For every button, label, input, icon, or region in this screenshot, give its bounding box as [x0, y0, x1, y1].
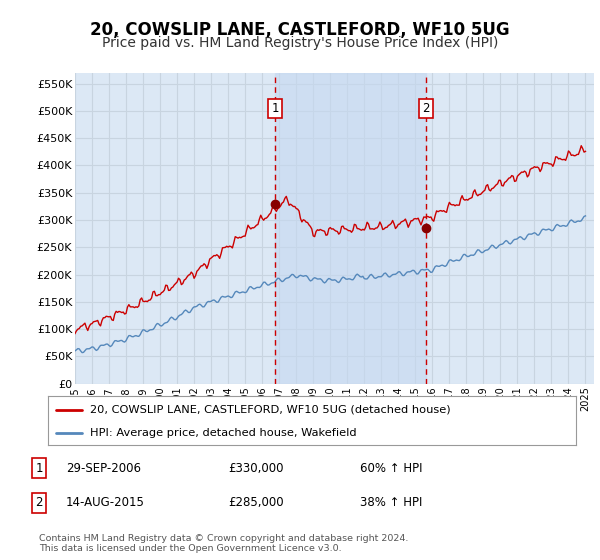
Text: 38% ↑ HPI: 38% ↑ HPI	[360, 496, 422, 510]
Text: 60% ↑ HPI: 60% ↑ HPI	[360, 461, 422, 475]
Text: 14-AUG-2015: 14-AUG-2015	[66, 496, 145, 510]
Text: 1: 1	[35, 461, 43, 475]
Text: 2: 2	[35, 496, 43, 510]
Text: 2: 2	[422, 102, 430, 115]
Text: £330,000: £330,000	[228, 461, 284, 475]
Text: 1: 1	[271, 102, 278, 115]
Text: 20, COWSLIP LANE, CASTLEFORD, WF10 5UG: 20, COWSLIP LANE, CASTLEFORD, WF10 5UG	[90, 21, 510, 39]
Text: £285,000: £285,000	[228, 496, 284, 510]
Text: 29-SEP-2006: 29-SEP-2006	[66, 461, 141, 475]
Bar	[275, 73, 426, 384]
Text: 20, COWSLIP LANE, CASTLEFORD, WF10 5UG (detached house): 20, COWSLIP LANE, CASTLEFORD, WF10 5UG (…	[90, 405, 451, 415]
Text: Price paid vs. HM Land Registry's House Price Index (HPI): Price paid vs. HM Land Registry's House …	[102, 36, 498, 50]
Text: HPI: Average price, detached house, Wakefield: HPI: Average price, detached house, Wake…	[90, 428, 357, 438]
Text: Contains HM Land Registry data © Crown copyright and database right 2024.
This d: Contains HM Land Registry data © Crown c…	[39, 534, 409, 553]
